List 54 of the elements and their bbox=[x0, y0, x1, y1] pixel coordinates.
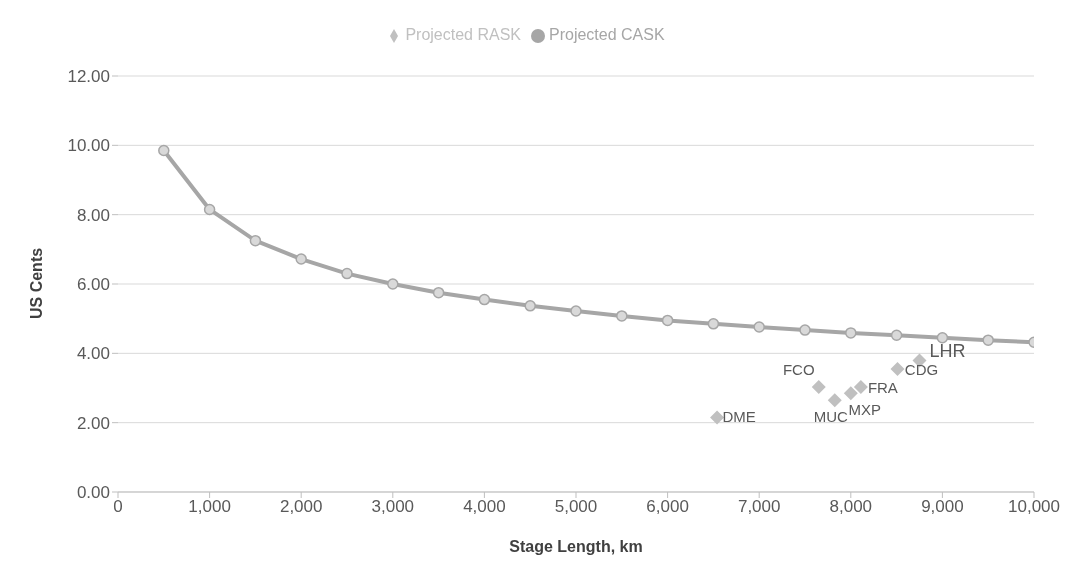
point bbox=[158, 144, 170, 157]
annotation: FRA bbox=[867, 378, 898, 396]
point bbox=[936, 331, 949, 344]
y-axis-title: US Cents bbox=[27, 247, 45, 319]
point bbox=[570, 305, 582, 317]
point bbox=[845, 327, 857, 339]
x-tick-label: 7,000 bbox=[737, 497, 781, 517]
x-tick-label: 8,000 bbox=[829, 497, 873, 517]
point bbox=[843, 386, 858, 401]
point bbox=[710, 410, 725, 425]
point bbox=[249, 234, 262, 247]
y-tick-label: 10.00 bbox=[67, 136, 110, 156]
annotation: MUC bbox=[813, 408, 849, 426]
y-tick-label: 6.00 bbox=[76, 275, 110, 295]
x-tick-label: 5,000 bbox=[554, 497, 598, 517]
point bbox=[341, 267, 353, 280]
point bbox=[387, 278, 399, 290]
y-tick-label: 8.00 bbox=[76, 205, 110, 225]
point bbox=[890, 329, 903, 342]
y-tick-label: 0.00 bbox=[76, 483, 110, 503]
annotation: LHR bbox=[929, 340, 966, 361]
annotation: DME bbox=[722, 408, 756, 426]
x-tick-label: 6,000 bbox=[646, 497, 689, 517]
x-tick-label: 9,000 bbox=[921, 497, 964, 517]
point bbox=[890, 361, 905, 376]
point bbox=[203, 203, 216, 216]
point bbox=[478, 293, 491, 306]
point bbox=[432, 286, 445, 299]
point bbox=[524, 300, 536, 312]
annotation: MXP bbox=[848, 401, 882, 419]
y-tick-label: 4.00 bbox=[76, 344, 110, 364]
point bbox=[295, 253, 307, 265]
annotation: FCO bbox=[782, 360, 815, 378]
legend-label: Projected CASK bbox=[549, 26, 665, 43]
x-tick-label: 0 bbox=[113, 497, 123, 517]
point bbox=[616, 310, 628, 322]
x-tick-label: 3,000 bbox=[371, 497, 415, 517]
point bbox=[827, 393, 842, 408]
x-tick-label: 4,000 bbox=[463, 497, 506, 517]
point bbox=[811, 379, 826, 394]
legend-label: Projected RASK bbox=[405, 26, 521, 43]
annotation: CDG bbox=[904, 360, 939, 378]
x-tick-label: 10,000 bbox=[1008, 497, 1060, 517]
x-tick-label: 2,000 bbox=[279, 497, 323, 517]
point bbox=[753, 321, 765, 333]
point bbox=[707, 318, 720, 330]
y-tick-label: 2.00 bbox=[76, 413, 110, 433]
point bbox=[853, 379, 868, 394]
x-tick-label: 1,000 bbox=[188, 497, 231, 517]
point bbox=[799, 324, 811, 336]
point bbox=[982, 334, 994, 346]
point bbox=[661, 314, 674, 327]
x-axis-title: Stage Length, km bbox=[509, 538, 643, 555]
y-tick-label: 12.00 bbox=[67, 67, 110, 87]
